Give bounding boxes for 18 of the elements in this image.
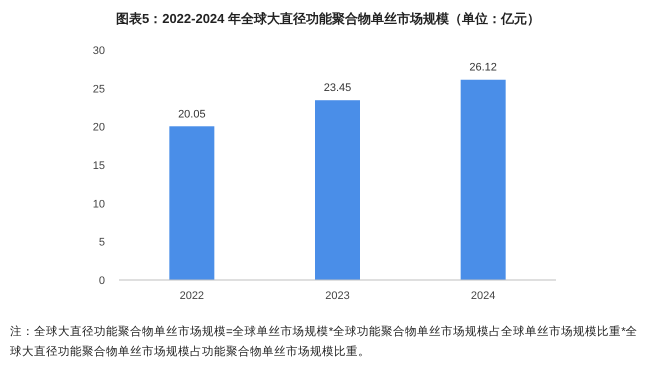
- bar: [460, 80, 506, 280]
- bar: [169, 126, 214, 280]
- data-label: 26.12: [469, 62, 497, 74]
- y-tick-label: 30: [92, 45, 105, 57]
- y-tick-label: 20: [92, 122, 105, 134]
- x-tick-label: 2024: [470, 290, 496, 302]
- y-tick-label: 0: [98, 275, 105, 287]
- bar: [315, 100, 360, 280]
- y-tick-label: 25: [92, 83, 105, 96]
- data-label: 23.45: [324, 82, 352, 94]
- y-tick-label: 10: [92, 198, 105, 210]
- y-tick-label: 5: [98, 236, 105, 249]
- x-tick-label: 2022: [180, 290, 204, 302]
- x-tick-label: 2023: [325, 290, 350, 302]
- y-tick-label: 15: [92, 160, 105, 172]
- data-label: 20.05: [178, 108, 206, 120]
- text: 注：全球大直径功能聚合物单丝市场规模=全球单丝市场规模*全球功能聚合物单丝市场规模占全球单丝市场规模比重*全球大直径功能聚合物单丝市场规模占功能聚合物单丝市场规模比重。: [10, 324, 639, 360]
- chart-title: 图表5：2022-2024 年全球大直径功能聚合物单丝市场规模（单位：亿元）: [114, 10, 541, 28]
